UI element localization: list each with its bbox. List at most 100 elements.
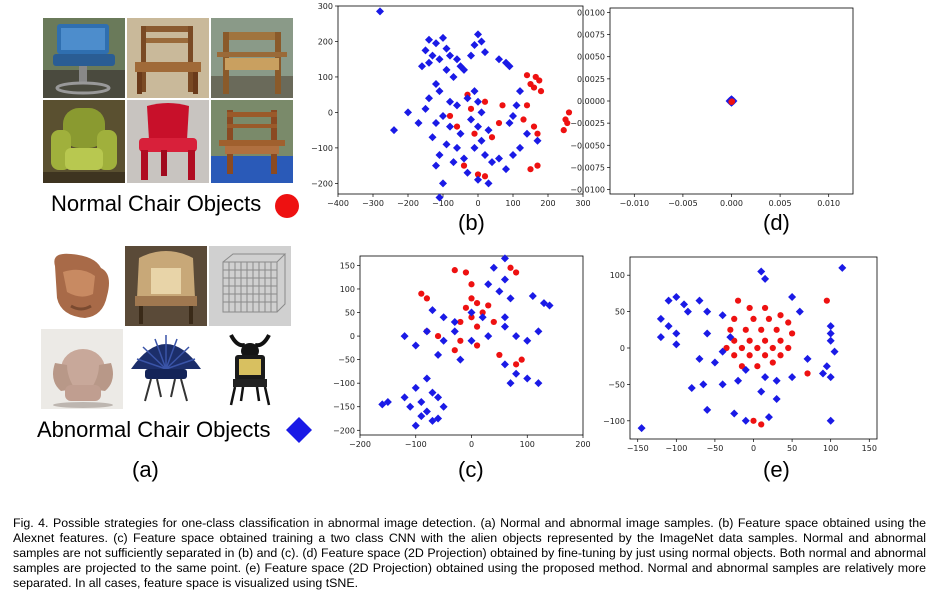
x-tick-label-b: −300 bbox=[362, 199, 384, 208]
abnormal-sample-point bbox=[718, 311, 727, 320]
abnormal-sample-point bbox=[523, 336, 532, 345]
x-tick-label-e: −50 bbox=[706, 444, 723, 453]
abnormal-sample-point bbox=[718, 380, 727, 389]
normal-sample-point bbox=[734, 297, 742, 304]
abnormal-sample-point bbox=[512, 101, 521, 110]
abnormal-sample-point bbox=[830, 347, 839, 356]
abnormal-sample-point bbox=[422, 407, 431, 416]
abnormal-sample-point bbox=[757, 387, 766, 396]
abnormal-chair-photo-1 bbox=[41, 246, 123, 326]
x-tick-label-e: −100 bbox=[665, 444, 687, 453]
normal-sample-point bbox=[727, 326, 734, 333]
abnormal-sample-point bbox=[637, 424, 646, 433]
abnormal-sample-point bbox=[838, 263, 847, 272]
abnormal-sample-point bbox=[710, 358, 719, 367]
y-tick-label-b: 0 bbox=[328, 108, 333, 117]
y-tick-label-b: 300 bbox=[318, 2, 333, 11]
abnormal-sample-point bbox=[500, 322, 509, 331]
abnormal-sample-point bbox=[470, 87, 479, 96]
normal-sample-point bbox=[765, 315, 773, 322]
abnormal-sample-point bbox=[456, 129, 465, 138]
abnormal-sample-point bbox=[418, 62, 426, 71]
abnormal-sample-point bbox=[683, 307, 692, 316]
abnormal-sample-point bbox=[528, 292, 537, 301]
normal-sample-point bbox=[473, 323, 481, 330]
abnormal-sample-point bbox=[523, 129, 531, 138]
normal-sample-point bbox=[462, 269, 470, 276]
normal-sample-point bbox=[742, 326, 749, 333]
x-tick-label-e: 100 bbox=[823, 444, 838, 453]
panel-letter-b: (b) bbox=[458, 210, 485, 235]
normal-sample-point bbox=[537, 88, 545, 95]
normal-sample-point bbox=[479, 309, 486, 316]
normal-sample-point bbox=[499, 102, 506, 109]
abnormal-sample-point bbox=[463, 94, 472, 103]
abnormal-sample-point bbox=[699, 380, 708, 389]
y-tick-label-e: 0 bbox=[620, 344, 625, 353]
normal-label-text: Normal Chair Objects bbox=[51, 191, 262, 216]
abnormal-sample-point bbox=[703, 405, 712, 414]
normal-sample-point bbox=[471, 130, 478, 137]
abnormal-sample-point bbox=[474, 30, 482, 39]
abnormal-sample-point bbox=[406, 402, 415, 411]
abnormal-sample-point bbox=[523, 374, 532, 383]
abnormal-sample-point bbox=[656, 333, 665, 342]
abnormal-sample-point bbox=[672, 340, 681, 349]
normal-sample-point bbox=[473, 300, 481, 307]
abnormal-sample-point bbox=[422, 374, 431, 383]
abnormal-sample-point bbox=[726, 333, 735, 342]
plot-frame-b bbox=[337, 5, 584, 195]
abnormal-sample-point bbox=[474, 122, 482, 131]
abnormal-sample-point bbox=[500, 313, 509, 322]
abnormal-sample-point bbox=[509, 150, 517, 159]
abnormal-sample-point bbox=[695, 296, 704, 305]
normal-chair-photo-1 bbox=[43, 18, 125, 98]
abnormal-sample-point bbox=[390, 126, 398, 135]
abnormal-sample-point bbox=[400, 393, 409, 402]
normal-chair-photo-6 bbox=[211, 100, 293, 183]
abnormal-sample-point bbox=[435, 55, 444, 64]
abnormal-sample-point bbox=[489, 263, 498, 272]
abnormal-sample-point bbox=[761, 274, 770, 283]
normal-sample-point bbox=[481, 173, 489, 180]
abnormal-sample-point bbox=[788, 373, 797, 382]
y-tick-label-c: 0 bbox=[350, 332, 355, 341]
normal-sample-point bbox=[495, 119, 503, 127]
normal-sample-point bbox=[731, 352, 738, 359]
abnormal-sample-point bbox=[680, 300, 689, 309]
x-tick-label-b: 300 bbox=[575, 199, 590, 208]
abnormal-sample-point bbox=[484, 332, 493, 341]
normal-sample-point bbox=[754, 344, 761, 352]
abnormal-sample-point bbox=[450, 317, 459, 326]
scatter-panel-b: −400 −300 −200 −100 0 100 200 300 −200 −100 0 100 20… bbox=[311, 2, 591, 208]
normal-sample-point bbox=[507, 264, 514, 271]
abnormal-sample-point bbox=[477, 108, 486, 117]
abnormal-sample-point bbox=[432, 161, 440, 170]
abnormal-sample-point bbox=[495, 154, 503, 163]
abnormal-sample-point bbox=[449, 158, 458, 167]
abnormal-sample-point bbox=[481, 150, 489, 159]
abnormal-sample-point bbox=[411, 421, 420, 430]
panel-letter-c: (c) bbox=[458, 457, 484, 482]
abnormal-chair-photo-5 bbox=[125, 329, 207, 409]
y-tick-label-c: 150 bbox=[340, 261, 355, 270]
normal-sample-point bbox=[530, 123, 538, 130]
abnormal-sample-point bbox=[446, 51, 454, 60]
x-tick-label-e: −150 bbox=[627, 444, 649, 453]
abnormal-sample-point bbox=[432, 119, 440, 128]
abnormal-sample-point bbox=[425, 58, 433, 67]
abnormal-sample-point bbox=[411, 341, 420, 350]
abnormal-sample-point bbox=[506, 379, 515, 388]
normal-legend-red-circle bbox=[275, 194, 299, 218]
abnormal-sample-point bbox=[818, 369, 827, 378]
abnormal-sample-point bbox=[484, 179, 493, 188]
abnormal-sample-point bbox=[425, 35, 433, 44]
abnormal-sample-point bbox=[470, 143, 479, 152]
normal-sample-point bbox=[460, 162, 468, 169]
abnormal-sample-point bbox=[826, 416, 835, 425]
normal-sample-point bbox=[769, 359, 776, 366]
y-tick-label-c: −100 bbox=[333, 379, 355, 388]
normal-sample-point bbox=[565, 109, 573, 116]
normal-sample-point bbox=[468, 281, 475, 288]
abnormal-sample-point bbox=[376, 7, 384, 16]
